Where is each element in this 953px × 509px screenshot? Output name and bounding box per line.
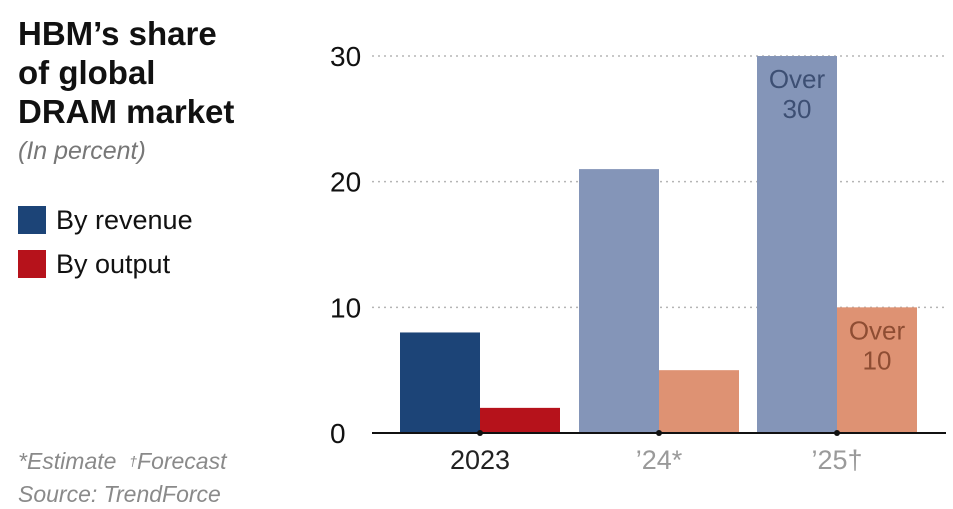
legend-swatch-output bbox=[18, 250, 46, 278]
chart-subtitle: (In percent) bbox=[18, 137, 146, 165]
x-tick-label: 2023 bbox=[450, 445, 510, 475]
x-tick-mark bbox=[477, 430, 483, 436]
forecast-mark: † bbox=[129, 453, 138, 469]
legend-label-output: By output bbox=[56, 248, 171, 279]
bar bbox=[480, 407, 560, 433]
bar bbox=[837, 307, 917, 433]
bar bbox=[659, 370, 739, 433]
data-label: Over bbox=[769, 64, 826, 94]
estimate-note: Estimate bbox=[26, 448, 117, 474]
bar bbox=[400, 332, 480, 433]
x-tick-label: ’25† bbox=[811, 445, 862, 475]
legend: By revenue By output bbox=[18, 198, 193, 286]
legend-swatch-revenue bbox=[18, 206, 46, 234]
y-tick-label: 20 bbox=[330, 167, 361, 198]
estimate-mark: * bbox=[18, 448, 27, 474]
x-tick-mark bbox=[834, 430, 840, 436]
footnote-notes: *Estimate †Forecast bbox=[18, 446, 227, 479]
y-tick-label: 30 bbox=[330, 41, 361, 72]
bar bbox=[757, 56, 837, 433]
data-label: 10 bbox=[863, 345, 892, 375]
source-note: Source: TrendForce bbox=[18, 481, 221, 507]
data-label: Over bbox=[849, 315, 906, 345]
y-tick-label: 10 bbox=[330, 292, 361, 323]
x-tick-label: ’24* bbox=[636, 445, 683, 475]
legend-item-output: By output bbox=[18, 242, 193, 286]
chart-title: HBM’s share of global DRAM market bbox=[18, 15, 235, 130]
legend-label-revenue: By revenue bbox=[56, 204, 193, 235]
x-tick-mark bbox=[656, 430, 662, 436]
data-label: 30 bbox=[783, 94, 812, 124]
forecast-note: Forecast bbox=[137, 448, 227, 474]
bar bbox=[579, 169, 659, 433]
legend-item-revenue: By revenue bbox=[18, 198, 193, 242]
footnote: *Estimate †Forecast Source: TrendForce bbox=[18, 446, 227, 509]
y-tick-label: 0 bbox=[330, 418, 346, 449]
